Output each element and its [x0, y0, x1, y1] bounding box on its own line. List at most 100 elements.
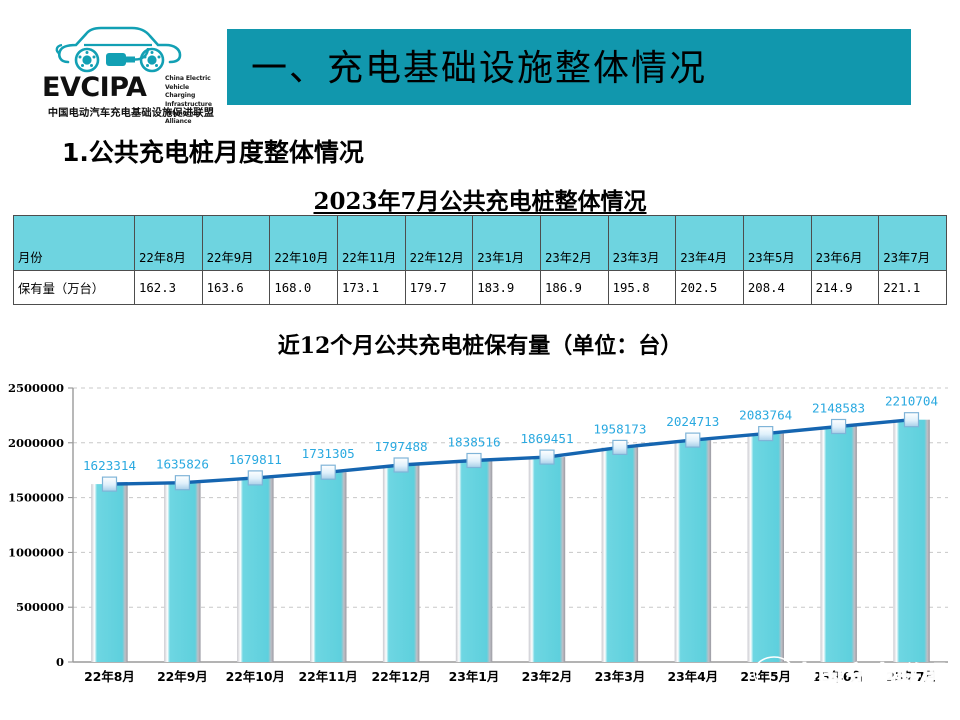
x-axis-tick-label: 22年10月	[226, 669, 285, 684]
table-col-header: 22年12月	[404, 215, 474, 271]
table-cell: 208.4	[742, 270, 812, 305]
table-cell: 183.9	[472, 270, 541, 305]
banner-title: 一、充电基础设施整体情况	[251, 48, 708, 89]
data-label: 1635826	[156, 457, 209, 472]
logo-tagline-line2: Charging Infrastructure	[165, 92, 212, 108]
trend-line	[109, 418, 912, 486]
holdings-chart: 0 500000 1000000 1500000 2000000 2500000 16233…	[0, 378, 960, 688]
data-point-marker	[174, 475, 190, 491]
logo-chinese-name: 中国电动汽车充电基础设施促进联盟	[47, 108, 215, 119]
section-heading: 1.公共充电桩月度整体情况	[62, 138, 364, 167]
x-axis-tick-label: 23年4月	[667, 669, 718, 684]
data-point-marker	[903, 412, 920, 428]
data-point-marker	[830, 418, 847, 435]
chart-bar	[674, 440, 712, 662]
table-cell: 163.6	[201, 270, 271, 305]
table-header-row: 月份 22年8月 22年9月 22年10月 22年11月 22年12月 23年1…	[13, 215, 947, 271]
table-col-header: 23年2月	[539, 215, 609, 271]
data-label: 2024713	[666, 414, 719, 429]
x-axis-tick-label: 22年12月	[371, 669, 430, 684]
table-col-header: 23年1月	[472, 215, 541, 271]
table-row: 保有量（万台） 162.3 163.6 168.0 173.1 179.7 18…	[13, 270, 947, 305]
x-axis-tick-label: 23年6月	[813, 669, 864, 684]
chart-bar	[893, 419, 930, 662]
chart-bar	[820, 426, 857, 662]
table-col-header: 23年3月	[607, 215, 677, 271]
data-label: 1958173	[593, 421, 646, 436]
table-title: 2023年7月公共充电桩整体情况	[0, 182, 960, 216]
x-axis-tick-label: 23年7月	[886, 669, 937, 684]
table-col-header: 22年10月	[269, 215, 338, 271]
data-label: 1869451	[520, 431, 573, 446]
x-axis-tick-label: 23年2月	[522, 669, 573, 684]
data-label: 2148583	[812, 401, 865, 416]
page-header: EVCIPA China Electric Vehicle Charging I…	[0, 0, 960, 125]
y-axis-tick-label: 1000000	[8, 545, 64, 559]
chart-bar	[310, 472, 347, 662]
table-cell: 168.0	[269, 270, 338, 305]
table-cell: 202.5	[675, 270, 744, 305]
table-cell: 214.9	[810, 270, 880, 305]
chart-bar	[528, 457, 566, 662]
logo-tagline-line1: China Electric Vehicle	[165, 75, 211, 91]
data-label: 1797488	[375, 439, 428, 454]
table-col-header: 22年8月	[134, 215, 203, 271]
chart-title: 近12个月公共充电桩保有量（单位：台）	[277, 333, 683, 359]
table-cell: 186.9	[539, 270, 609, 305]
data-point-marker	[758, 425, 774, 442]
evcipa-logo: EVCIPA China Electric Vehicle Charging I…	[42, 24, 220, 125]
x-axis-tick-label: 23年3月	[595, 669, 646, 684]
chart-bar	[747, 433, 784, 662]
table-row-label: 保有量（万台）	[13, 270, 135, 305]
table-title-text: 2023年7月公共充电桩整体情况	[313, 188, 647, 215]
table-col-header: 22年9月	[201, 215, 271, 271]
table-cell: 221.1	[878, 270, 947, 305]
y-axis-tick-label: 2000000	[8, 436, 64, 450]
data-point-marker	[101, 476, 118, 492]
data-point-marker	[685, 432, 701, 448]
x-axis-tick-label: 22年9月	[157, 669, 208, 684]
table-cell: 179.7	[404, 270, 474, 305]
chart-bar	[164, 482, 201, 662]
table-col-header: 22年11月	[336, 215, 406, 271]
data-point-marker	[247, 470, 263, 486]
data-label: 1679811	[229, 452, 282, 467]
data-label: 1623314	[83, 458, 136, 473]
section-banner: 一、充电基础设施整体情况	[227, 29, 911, 105]
chart-canvas: 0 500000 1000000 1500000 2000000 2500000 16233…	[8, 381, 948, 684]
logo-tagline-line3: Promotion Alliance	[165, 109, 200, 126]
data-point-marker	[320, 464, 336, 480]
y-axis-tick-label: 2500000	[8, 381, 64, 395]
table-cell: 162.3	[134, 270, 203, 305]
data-point-marker	[466, 452, 482, 469]
chart-bar	[382, 465, 420, 662]
table-col-header: 23年6月	[810, 215, 880, 271]
data-point-marker	[393, 457, 409, 473]
table-col-header: 23年7月	[878, 215, 947, 271]
y-axis-tick-label: 0	[56, 655, 64, 669]
x-axis-tick-label: 22年8月	[84, 669, 135, 684]
x-axis-tick-label: 22年11月	[299, 669, 358, 684]
y-axis-tick-label: 500000	[16, 600, 64, 614]
data-point-marker	[539, 449, 555, 465]
chart-bar	[601, 447, 639, 662]
chart-bar	[237, 477, 274, 662]
table-cell: 195.8	[607, 270, 677, 305]
logo-wordmark: EVCIPA	[42, 72, 147, 103]
chart-bar	[91, 484, 128, 662]
chart-bar	[455, 460, 493, 662]
data-point-marker	[612, 439, 628, 456]
data-label: 2210704	[885, 394, 938, 409]
x-axis-tick-label: 23年1月	[449, 669, 500, 684]
monthly-stats-table: 月份 22年8月 22年9月 22年10月 22年11月 22年12月 23年1…	[13, 215, 947, 305]
logo-tagline: China Electric Vehicle Charging Infrastr…	[165, 75, 220, 127]
y-axis-tick-label: 1500000	[8, 491, 64, 505]
data-label: 1731305	[302, 446, 355, 461]
data-label: 1838516	[447, 435, 500, 450]
table-col-header: 23年5月	[742, 215, 812, 271]
table-col-header: 23年4月	[675, 215, 744, 271]
ev-charging-car-icon	[54, 24, 194, 76]
table-cell: 173.1	[336, 270, 406, 305]
table-header-month-label: 月份	[13, 215, 135, 271]
data-label: 2083764	[739, 408, 792, 423]
